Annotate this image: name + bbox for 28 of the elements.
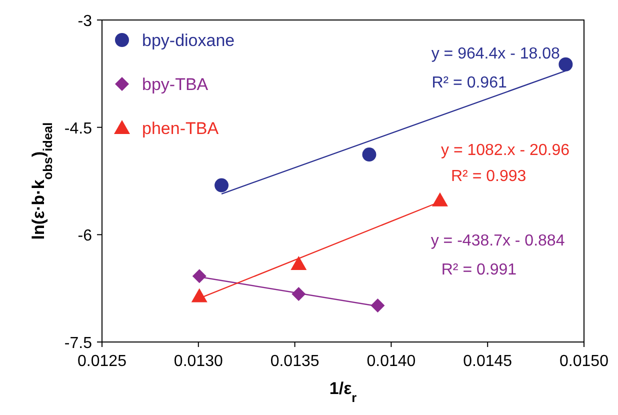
x-tick-label: 0.0125 bbox=[78, 353, 127, 370]
point bbox=[432, 192, 448, 206]
x-tick-label: 0.0130 bbox=[174, 353, 223, 370]
y-tick-label: -3 bbox=[78, 13, 92, 30]
y-tick-label: -4.5 bbox=[64, 120, 92, 138]
legend-label: bpy-dioxane bbox=[142, 31, 235, 50]
x-axis-title: 1/ε$_{r}$ bbox=[329, 379, 357, 404]
x-tick-label: 0.0150 bbox=[560, 353, 609, 370]
annotation: y = 1082.x - 20.96 bbox=[441, 142, 570, 160]
y-tick-label: -7.5 bbox=[64, 335, 92, 352]
x-tick-label: 0.0135 bbox=[270, 353, 320, 370]
point bbox=[362, 148, 376, 162]
x-tick-label: 0.0145 bbox=[463, 353, 512, 370]
legend-label: bpy-TBA bbox=[142, 75, 209, 94]
legend-label: phen-TBA bbox=[142, 119, 220, 138]
y-tick-label: -6 bbox=[78, 228, 92, 245]
annotation: R² = 0.961 bbox=[432, 74, 507, 92]
point bbox=[191, 288, 208, 302]
point bbox=[192, 269, 206, 284]
annotation: y = 964.4x - 18.08 bbox=[431, 46, 560, 63]
point bbox=[214, 178, 229, 192]
annotation: R² = 0.991 bbox=[441, 261, 517, 278]
annotation: y = -438.7x - 0.884 bbox=[430, 232, 565, 250]
point bbox=[558, 57, 573, 72]
point bbox=[370, 298, 385, 313]
annotation: R² = 0.993 bbox=[451, 168, 526, 185]
x-tick-label: 0.0140 bbox=[366, 353, 416, 370]
point bbox=[290, 256, 307, 270]
